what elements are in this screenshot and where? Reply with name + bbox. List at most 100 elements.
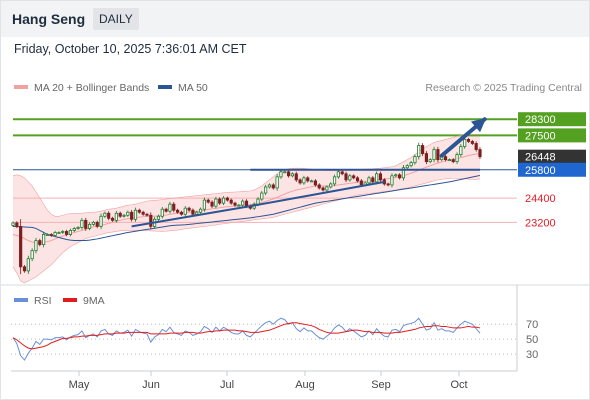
- osc-legend-swatch-0: [14, 298, 28, 302]
- candle-body: [386, 183, 390, 186]
- candle-body: [133, 209, 138, 220]
- rsi-tick-50: 50: [526, 334, 538, 346]
- candle-body: [137, 209, 141, 213]
- candle-body: [340, 171, 344, 175]
- level-label-27500: 27500: [525, 130, 556, 142]
- candle-body: [221, 197, 226, 204]
- candle-body: [126, 211, 130, 216]
- candle-body: [355, 177, 360, 182]
- candle-body: [122, 214, 126, 217]
- candle-body: [447, 159, 451, 162]
- osc-legend-label-0: RSI: [34, 295, 52, 307]
- candle-body: [287, 171, 291, 177]
- candle-body: [34, 240, 38, 252]
- candle-body: [401, 167, 406, 179]
- candle-body: [80, 219, 84, 228]
- level-tag-25800: [518, 162, 586, 177]
- candle-body: [409, 162, 413, 167]
- osc-legend-label-1: 9MA: [83, 295, 105, 307]
- trendline-0: [131, 205, 251, 228]
- candle-body: [160, 208, 164, 217]
- candle-body: [264, 186, 268, 194]
- candle-body: [114, 212, 118, 221]
- candle-body: [141, 211, 145, 215]
- forecast-arrow-head: [471, 117, 487, 133]
- candle-body: [210, 201, 214, 207]
- candle-body: [332, 176, 337, 185]
- candle-body: [218, 198, 222, 204]
- candle-body: [413, 156, 417, 164]
- candle-body: [275, 176, 279, 189]
- candle-body: [298, 179, 302, 184]
- legend-swatch-0: [14, 85, 28, 89]
- level-label-26448: 26448: [525, 152, 556, 164]
- candle-body: [417, 145, 421, 158]
- period-badge[interactable]: DAILY: [93, 8, 139, 30]
- candle-body: [156, 215, 161, 220]
- candle-body: [244, 200, 249, 207]
- candle-body: [283, 171, 287, 174]
- candle-body: [367, 177, 371, 184]
- candle-body: [325, 186, 329, 191]
- candle-body: [22, 266, 27, 272]
- candle-body: [443, 156, 448, 161]
- candle-body: [149, 214, 153, 227]
- osc-legend-swatch-1: [63, 298, 77, 302]
- candle-body: [179, 211, 184, 215]
- candle-body: [309, 180, 314, 183]
- candle-body: [145, 213, 149, 216]
- candle-body: [49, 234, 53, 236]
- candle-body: [168, 203, 172, 212]
- candle-body: [118, 212, 122, 217]
- candle-body: [19, 225, 23, 268]
- candle-body: [103, 212, 107, 217]
- level-tag-28300: [518, 112, 586, 127]
- legend-label-1: MA 50: [178, 82, 208, 94]
- candle-body: [271, 184, 275, 189]
- candle-body: [237, 204, 241, 207]
- candle-body: [478, 149, 482, 158]
- candle-body: [107, 212, 111, 219]
- candle-body: [176, 209, 180, 213]
- candle-body: [130, 211, 134, 220]
- candle-body: [336, 171, 340, 178]
- candle-body: [187, 207, 191, 211]
- candle-body: [91, 221, 95, 225]
- candle-body: [436, 149, 440, 161]
- candle-body: [405, 165, 409, 169]
- datetime-label: Friday, October 10, 2025 7:36:01 AM CET: [14, 42, 247, 56]
- candle-body: [375, 173, 379, 183]
- x-tick-label-Sep: Sep: [371, 379, 391, 391]
- candle-body: [87, 223, 92, 229]
- candle-body: [371, 177, 375, 183]
- candle-body: [290, 173, 295, 177]
- candle-body: [459, 146, 463, 155]
- level-label-23200: 23200: [525, 217, 556, 229]
- candle-body: [57, 232, 61, 234]
- candle-body: [352, 175, 356, 179]
- candle-body: [191, 209, 195, 215]
- instrument-title: Hang Seng: [12, 11, 86, 27]
- x-tick-label-Jun: Jun: [142, 379, 160, 391]
- candle-body: [225, 197, 229, 201]
- candle-body: [76, 227, 80, 229]
- candle-body: [317, 184, 321, 189]
- candle-body: [110, 217, 115, 221]
- copyright-label: Research © 2025 Trading Central: [425, 82, 582, 94]
- candle-body: [470, 141, 474, 144]
- legend-label-0: MA 20 + Bollinger Bands: [34, 82, 149, 94]
- candle-body: [260, 192, 264, 200]
- x-tick-label-Aug: Aug: [295, 379, 315, 391]
- candle-body: [455, 154, 459, 163]
- candle-body: [466, 139, 471, 142]
- candle-body: [267, 184, 272, 188]
- candle-body: [241, 200, 245, 206]
- candle-body: [256, 198, 260, 205]
- candle-body: [42, 234, 46, 245]
- candle-body: [344, 173, 348, 181]
- candle-body: [99, 215, 103, 227]
- header-bar: Hang Seng DAILY: [1, 1, 589, 37]
- candle-body: [172, 203, 176, 211]
